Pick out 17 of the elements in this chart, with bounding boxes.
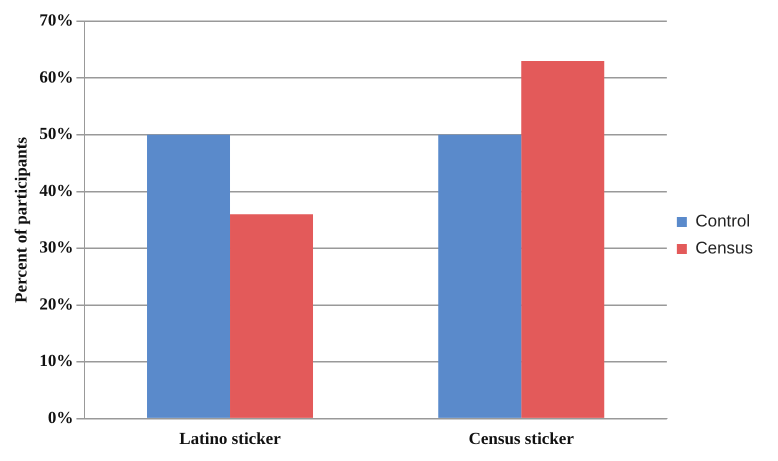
x-tick-label: Latino sticker [179,429,282,448]
x-tick-label: Census sticker [468,429,574,448]
y-tick-label: 10% [39,351,74,370]
y-tick-label: 60% [39,67,74,86]
y-tick-label: 0% [48,408,74,427]
bar [230,214,314,418]
y-tick-label: 70% [39,10,74,30]
bar [521,60,604,418]
y-tick-label: 50% [39,124,74,144]
y-axis-title: Percent of participants [12,136,31,303]
legend-label: Census [695,238,753,258]
bar [147,134,230,418]
y-tick-label: 30% [39,238,74,257]
bar [438,134,522,418]
y-tick-label: 20% [39,294,74,314]
y-tick-label: 40% [39,180,74,200]
legend-label: Control [695,212,750,231]
